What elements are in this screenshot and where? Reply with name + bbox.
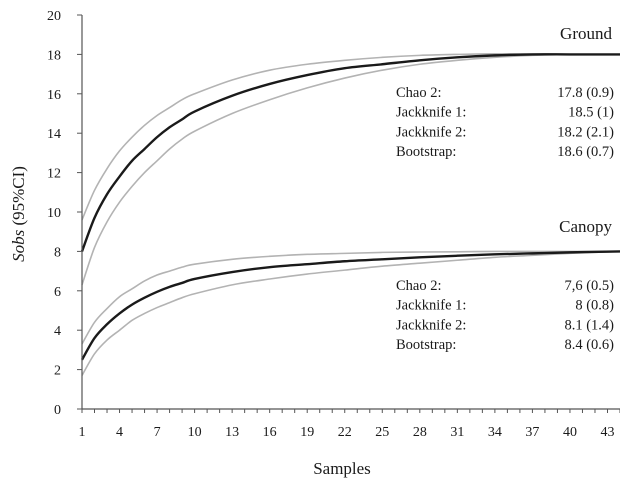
- canopy-ci-lower-line: [81, 250, 620, 376]
- x-tick-label-4: 4: [116, 425, 123, 440]
- x-tick-label-22: 22: [338, 425, 352, 440]
- ground-bootstrap-label: Bootstrap:: [396, 144, 456, 160]
- canopy-ci-upper-line: [81, 250, 620, 345]
- ground-chao-2-value: 17.8 (0.9): [557, 85, 614, 101]
- x-tick-label-37: 37: [525, 425, 539, 440]
- x-tick-label-1: 1: [79, 425, 86, 440]
- canopy-mean-line: [80, 250, 620, 361]
- ground-chao-2-label: Chao 2:: [396, 85, 442, 101]
- ground-jackknife-2-label: Jackknife 2:: [396, 124, 466, 140]
- y-axis-title-italic: Sobs: [9, 229, 28, 262]
- x-tick-label-34: 34: [488, 425, 502, 440]
- y-axis-title: Sobs (95%CI): [9, 166, 28, 262]
- ground-ci-upper-line: [81, 52, 620, 221]
- canopy-chao-2-label: Chao 2:: [396, 278, 442, 294]
- x-tick-label-25: 25: [375, 425, 389, 440]
- ground-mean-line: [80, 53, 620, 252]
- ground-title: Ground: [560, 24, 612, 43]
- canopy-title: Canopy: [559, 217, 612, 236]
- y-tick-label-6: 6: [54, 285, 61, 300]
- y-tick-label-2: 2: [54, 364, 61, 379]
- ground-jackknife-1-label: Jackknife 1:: [396, 105, 466, 121]
- canopy-jackknife-1-value: 8 (0.8): [575, 298, 614, 314]
- canopy-jackknife-1-label: Jackknife 1:: [396, 298, 466, 314]
- annotations-layer: Ground Chao 2: 17.8 (0.9) Jackknife 1: 18.5 …: [396, 24, 614, 353]
- canopy-bootstrap-value: 8.4 (0.6): [564, 337, 614, 353]
- ground-jackknife-1-value: 18.5 (1): [568, 105, 614, 121]
- y-tick-label-10: 10: [47, 206, 61, 221]
- x-axis-title: Samples: [313, 459, 371, 478]
- ground-bootstrap-value: 18.6 (0.7): [557, 144, 614, 160]
- x-tick-label-7: 7: [154, 425, 161, 440]
- y-tick-label-18: 18: [47, 48, 61, 63]
- canopy-jackknife-2-value: 8.1 (1.4): [564, 317, 614, 333]
- x-tick-label-19: 19: [300, 425, 314, 440]
- y-tick-label-4: 4: [54, 324, 61, 339]
- y-axis-title-rest: (95%CI): [9, 166, 28, 230]
- canopy-bootstrap-label: Bootstrap:: [396, 337, 456, 353]
- y-tick-label-12: 12: [47, 167, 61, 182]
- series-layer: [80, 52, 620, 376]
- canopy-chao-2-value: 7,6 (0.5): [564, 278, 614, 294]
- x-tick-label-28: 28: [413, 425, 427, 440]
- x-tick-label-40: 40: [563, 425, 577, 440]
- y-tick-label-16: 16: [47, 88, 61, 103]
- x-tick-label-16: 16: [263, 425, 277, 440]
- axes-layer: [77, 14, 620, 413]
- y-tick-label-8: 8: [54, 245, 61, 260]
- x-tick-label-10: 10: [188, 425, 202, 440]
- y-tick-label-20: 20: [47, 9, 61, 24]
- y-tick-label-0: 0: [54, 403, 61, 418]
- ground-ci-lower-line: [81, 53, 620, 286]
- x-tick-label-31: 31: [450, 425, 464, 440]
- y-tick-label-14: 14: [47, 127, 61, 142]
- x-tick-label-43: 43: [600, 425, 614, 440]
- x-tick-label-13: 13: [225, 425, 239, 440]
- canopy-jackknife-2-label: Jackknife 2:: [396, 317, 466, 333]
- ground-jackknife-2-value: 18.2 (2.1): [557, 124, 614, 140]
